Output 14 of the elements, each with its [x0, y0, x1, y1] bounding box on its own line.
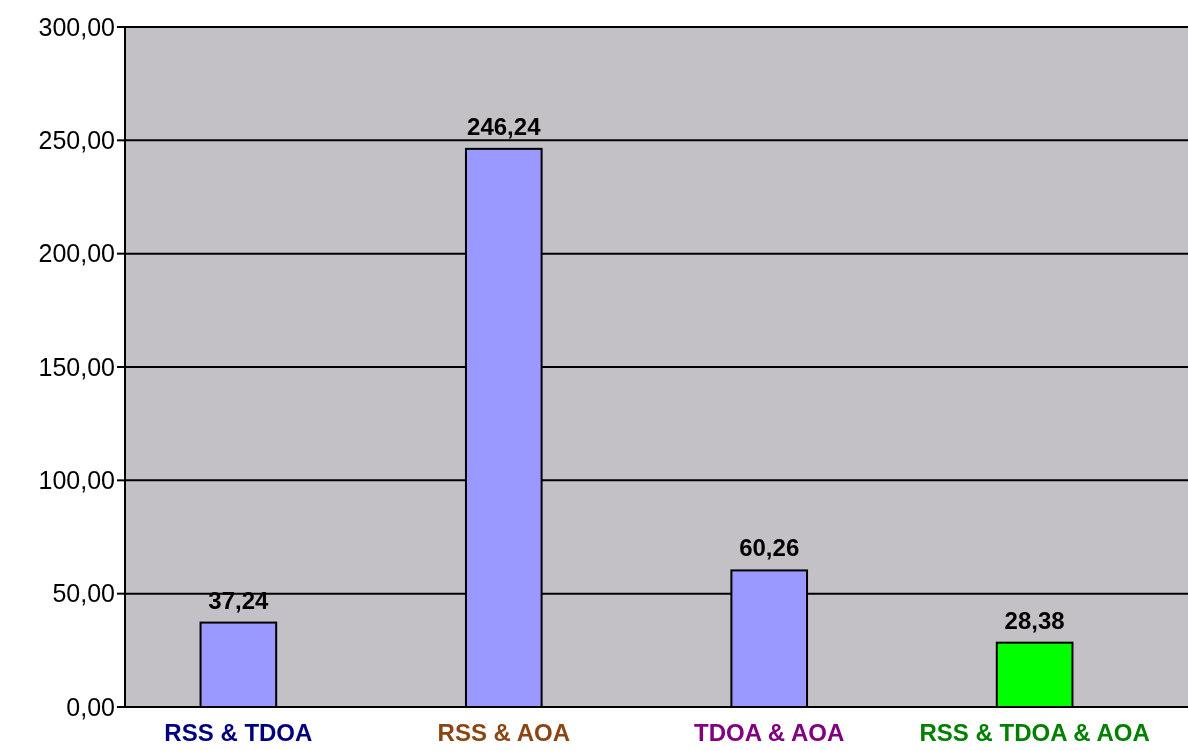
x-tick-label: TDOA & AOA	[694, 719, 845, 746]
y-tick-label: 0,00	[66, 692, 115, 721]
x-tick-label: RSS & AOA	[437, 719, 571, 746]
y-tick-label: 200,00	[38, 239, 115, 268]
x-tick-label: RSS & TDOA	[164, 719, 313, 746]
data-label: 246,24	[467, 112, 542, 140]
data-label: 60,26	[739, 534, 800, 562]
y-tick-label: 150,00	[38, 352, 115, 381]
y-tick-label: 50,00	[52, 579, 115, 608]
y-tick-label: 250,00	[38, 126, 115, 155]
data-label: 28,38	[1004, 606, 1065, 634]
y-tick-label: 100,00	[38, 466, 115, 495]
x-tick-label: RSS & TDOA & AOA	[919, 719, 1150, 746]
y-tick-label: 300,00	[38, 12, 115, 41]
